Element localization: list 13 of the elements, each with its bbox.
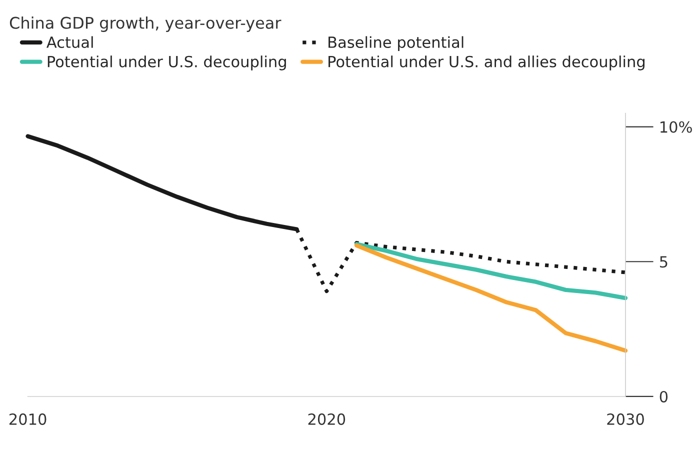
x-tick-label: 2020 — [308, 413, 346, 425]
y-tick-label: 0 — [660, 390, 668, 402]
legend-label: Potential under U.S. and allies decoupling — [328, 56, 644, 70]
x-tick-label: 2030 — [607, 413, 644, 425]
legend-label: Potential under U.S. decoupling — [48, 56, 286, 70]
line-series — [354, 243, 628, 353]
y-tick-label: 5 — [660, 256, 668, 268]
y-tick-label: 10% — [660, 121, 692, 133]
line-series — [354, 242, 628, 300]
chart-title: China GDP growth, year-over-year — [10, 16, 282, 32]
legend-label: Baseline potential — [328, 36, 464, 51]
x-tick-label: 2010 — [9, 413, 46, 425]
legend-label: Actual — [46, 36, 93, 48]
